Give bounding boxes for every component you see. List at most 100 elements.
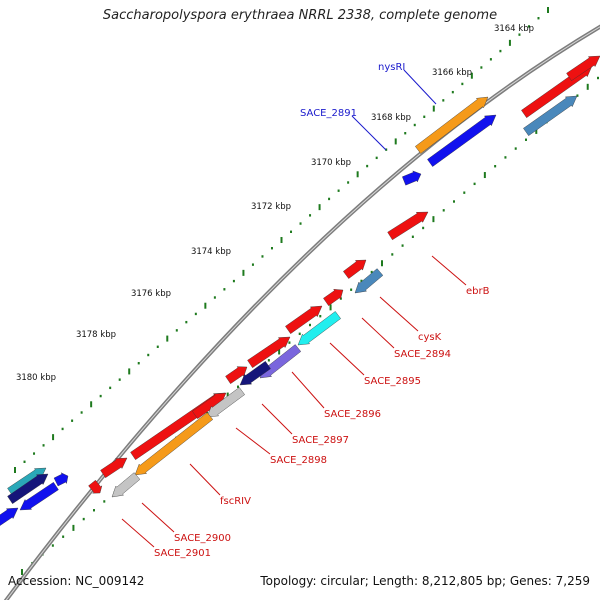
ruler-tick: [370, 270, 373, 274]
ruler-tick: [453, 200, 455, 203]
accession-text: Accession: NC_009142: [8, 574, 145, 588]
gene-label-leader: [291, 371, 325, 409]
ruler-tick: [309, 323, 311, 327]
genome-title: Saccharopolyspora erythraea NRRL 2338, c…: [102, 8, 498, 23]
ruler-tick: [237, 385, 239, 388]
gene-arrow: [427, 114, 497, 167]
gene-arrow: [225, 366, 248, 384]
gene-label: cysK: [418, 332, 442, 343]
ruler-tick: [413, 123, 416, 127]
ruler-tick: [118, 378, 121, 381]
ruler-tick: [423, 115, 426, 118]
ruler-tick: [299, 222, 302, 225]
ruler-tick: [42, 444, 45, 447]
ruler-tick: [194, 312, 197, 316]
ruler-tick: [404, 132, 407, 135]
gene-arrow: [239, 361, 271, 386]
gene-arrow: [354, 268, 384, 294]
gene-label: SACE_2897: [292, 435, 349, 446]
ruler-tick: [80, 411, 83, 414]
gene-label-leader: [141, 502, 175, 533]
ruler-tick: [232, 279, 235, 283]
ruler-tick: [537, 17, 540, 20]
gene-arrow: [247, 336, 291, 368]
gene-arrow: [402, 170, 422, 186]
ruler-tick: [350, 288, 353, 291]
gene-arrow: [297, 311, 341, 346]
ruler-tick: [597, 76, 599, 80]
ruler-tick: [442, 99, 445, 102]
ruler-tick: [547, 7, 549, 13]
ruler-tick: [432, 216, 435, 223]
gene-arrow: [100, 457, 128, 478]
ruler-tick: [525, 138, 527, 141]
ruler-tick: [527, 25, 530, 28]
ruler-tick: [93, 509, 95, 512]
ruler-tick: [278, 348, 281, 355]
genome-backbone-highlight: [5, 26, 600, 600]
backbone-layer: [3, 24, 600, 600]
ruler-tick: [298, 332, 301, 336]
ruler-tick: [473, 182, 476, 186]
gene-label-leader: [361, 317, 395, 349]
ruler-label: 3174 kbp: [191, 247, 231, 257]
gene-label: fscRIV: [220, 496, 251, 507]
ruler-tick: [261, 255, 264, 258]
ruler-tick: [147, 353, 150, 357]
ruler-tick: [290, 230, 293, 233]
ruler-tick: [442, 209, 445, 212]
label-layer: nysRI SACE_2891 ebrB cysK SACE_2894 SACE_2895…: [121, 62, 490, 559]
ruler-tick: [463, 191, 466, 194]
ruler-tick: [480, 66, 483, 69]
ruler-tick: [242, 269, 245, 276]
gene-arrow: [285, 305, 323, 334]
ruler-tick: [21, 569, 23, 575]
ruler-tick: [461, 82, 464, 86]
gene-label: SACE_2891: [300, 108, 357, 119]
gene-label-leader: [121, 518, 155, 548]
ruler-tick: [71, 419, 74, 422]
ruler-tick: [137, 362, 140, 365]
gene-arrow: [111, 472, 141, 498]
gene-label: nysRI: [378, 62, 405, 73]
ruler-tick: [251, 263, 254, 266]
ruler-tick: [504, 156, 507, 159]
gene-label: SACE_2895: [364, 376, 421, 387]
gene-arrow: [566, 55, 600, 81]
ruler-tick: [499, 49, 502, 53]
ruler-tick: [470, 72, 473, 79]
ruler-tick: [494, 165, 497, 168]
gene-arrow: [206, 387, 245, 418]
ruler-tick: [535, 127, 538, 134]
ruler-tick: [360, 279, 363, 283]
ruler-tick: [329, 304, 332, 311]
ruler-tick: [156, 345, 159, 348]
ruler-tick: [422, 226, 425, 230]
ruler-tick: [347, 181, 350, 184]
gene-label: ebrB: [466, 286, 490, 297]
ruler-tick: [508, 39, 511, 46]
ruler-tick: [483, 172, 486, 179]
ruler-tick: [489, 58, 492, 61]
genome-backbone: [3, 24, 600, 600]
gene-arrow: [0, 507, 19, 526]
gene-label-leader: [189, 463, 221, 496]
ruler-tick: [366, 164, 369, 168]
ruler-tick: [356, 171, 359, 178]
ruler-tick: [213, 296, 216, 299]
ruler-tick: [23, 460, 26, 463]
gene-label-leader: [351, 115, 387, 151]
ruler-tick: [270, 247, 273, 250]
ruler-tick: [62, 535, 65, 538]
gene-arrow: [53, 472, 69, 487]
ruler-tick: [319, 314, 322, 318]
ruler-label: 3180 kbp: [16, 373, 56, 383]
ruler-label: 3178 kbp: [76, 330, 116, 340]
gene-label: SACE_2896: [324, 409, 381, 420]
ruler-tick: [33, 452, 36, 455]
ruler-tick: [204, 302, 207, 309]
ruler-tick: [337, 189, 340, 192]
gene-label-leader: [329, 342, 365, 376]
